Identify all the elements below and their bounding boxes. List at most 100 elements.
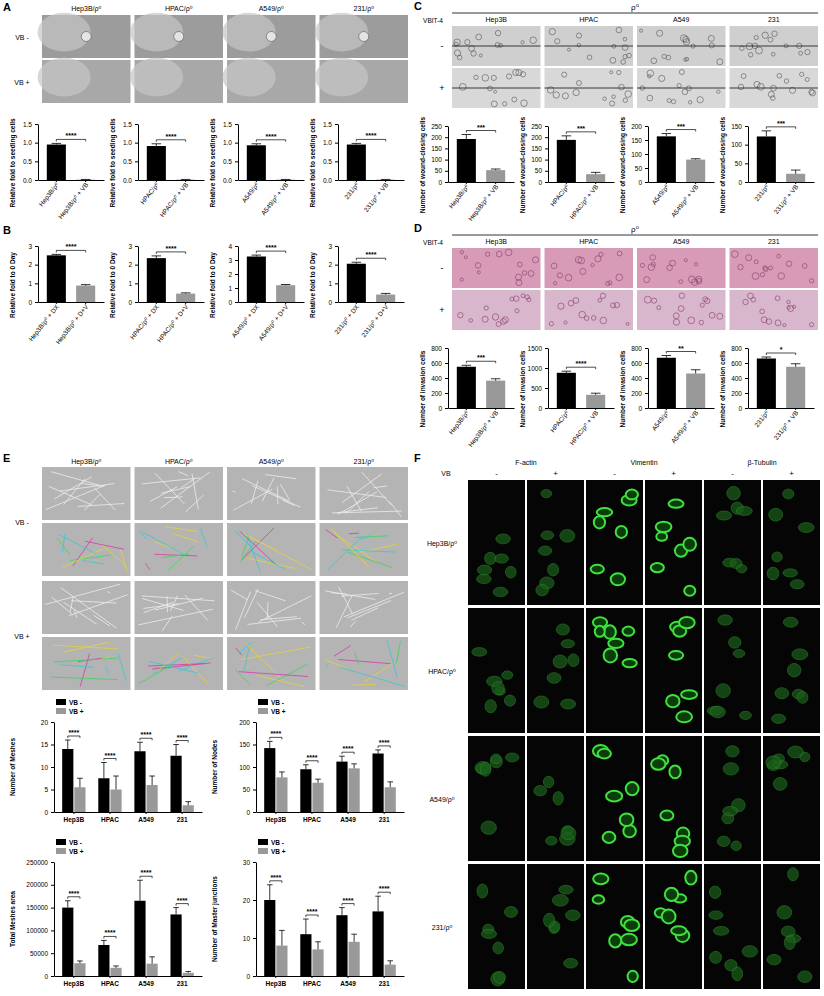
tick-mark <box>745 182 748 183</box>
tick-label: 0 <box>246 809 250 816</box>
error-bar <box>462 135 472 139</box>
tick-label: 1 <box>128 280 132 287</box>
label: + <box>553 469 558 478</box>
x-axis: Hep3B/ρ⁰Hep3B/ρ⁰ + VB <box>447 182 514 223</box>
label: **** <box>266 133 277 140</box>
bar <box>312 949 323 976</box>
tick-mark <box>135 161 138 162</box>
bar <box>183 973 194 976</box>
micrograph-detail <box>503 102 507 106</box>
tick-label: 1.5 <box>323 121 332 128</box>
micrograph-detail <box>496 534 511 544</box>
tick-mark <box>35 265 38 266</box>
label: *** <box>777 120 785 127</box>
micrograph-detail <box>495 554 509 563</box>
error-bar-cap <box>339 756 345 757</box>
error-bar-cap <box>691 369 701 370</box>
tick-label: 50 <box>635 165 643 172</box>
label: 231/ρ⁰ <box>432 924 453 932</box>
bar <box>176 179 195 180</box>
tick-label: Hep3B <box>64 980 85 988</box>
bar <box>74 787 85 812</box>
micrograph <box>704 864 761 989</box>
annotations: **************** <box>270 874 390 917</box>
micrograph-detail <box>760 272 764 276</box>
y-tick: 400 <box>731 375 748 382</box>
tick-mark <box>56 302 57 304</box>
tick-label: 800 <box>631 345 642 352</box>
tick-mark <box>335 180 338 181</box>
axis-title: Relative fold to seeding cells <box>209 118 217 208</box>
significance-bracket <box>156 140 185 142</box>
significance-bracket <box>566 132 595 134</box>
significance-bracket <box>140 738 152 740</box>
tick-mark <box>745 145 748 146</box>
micrograph-detail <box>551 263 557 269</box>
micrograph-detail <box>553 655 567 668</box>
micrograph <box>527 480 584 605</box>
x-tick: HPAC/ρ⁰ + VB <box>568 408 600 447</box>
label: D <box>414 222 422 234</box>
tick-mark <box>135 283 138 284</box>
y-tick: 150000 <box>26 904 54 911</box>
axis-line <box>257 812 405 813</box>
y-tick: 150 <box>239 741 256 748</box>
x-tick: HPAC <box>101 812 119 823</box>
micrograph-detail <box>657 306 661 310</box>
micrograph-detail <box>713 926 729 935</box>
micrograph-detail <box>688 101 691 104</box>
tick-mark <box>253 722 256 723</box>
tick-label: 3 <box>328 243 332 250</box>
y-tick: 1.0 <box>123 139 138 146</box>
micrograph-detail <box>738 84 744 90</box>
micrograph-detail <box>606 791 622 802</box>
tick-label: 200 <box>531 134 542 141</box>
label: Hep3B/ρ⁰ <box>71 458 101 466</box>
x-axis: Hep3BHPACA549231 <box>257 812 405 824</box>
axis-line <box>449 182 515 183</box>
x-tick: Hep3B/ρ⁰ + VB <box>57 180 90 221</box>
micrograph-detail <box>549 29 555 35</box>
tick-mark <box>795 182 796 184</box>
micrograph-detail <box>787 663 800 677</box>
tick-mark <box>495 408 496 410</box>
x-tick: Hep3B/ρ⁰ + D+V <box>54 302 90 346</box>
bar <box>247 145 266 180</box>
x-tick: A549/ρ⁰ + VB <box>260 180 291 217</box>
plot-area <box>347 262 395 302</box>
micrograph <box>42 467 131 520</box>
micrograph-detail <box>71 601 116 603</box>
micrograph-detail <box>783 324 786 327</box>
micrograph-detail <box>494 971 506 983</box>
legend-swatch <box>258 699 268 705</box>
bar <box>385 965 396 976</box>
micrograph-detail <box>752 273 759 280</box>
legend-swatch <box>258 708 268 714</box>
legend-swatch <box>258 839 268 845</box>
micrograph <box>704 480 761 605</box>
micrograph-detail <box>576 81 581 86</box>
error-bar <box>791 170 801 174</box>
micrograph-detail <box>620 814 634 827</box>
error-bar-cap <box>662 133 672 134</box>
y-tick: 0.5 <box>223 158 238 165</box>
significance-bracket <box>766 127 795 129</box>
label: - <box>613 469 616 478</box>
error-bar-cap <box>387 781 393 782</box>
error-bar <box>303 919 309 934</box>
tick-label: 0 <box>328 299 332 306</box>
micrograph-detail <box>61 587 117 628</box>
micrograph-detail <box>51 677 117 679</box>
tick-mark <box>311 976 312 978</box>
tick-mark <box>35 302 38 303</box>
tick-mark <box>253 767 256 768</box>
tick-label: 1.5 <box>23 121 32 128</box>
y-tick: 600 <box>731 360 748 367</box>
micrograph-detail <box>543 776 553 787</box>
micrograph-detail <box>545 88 634 89</box>
micrograph-detail <box>737 565 747 573</box>
y-tick: 50000 <box>30 950 54 957</box>
micrograph-detail <box>558 303 564 309</box>
label: + <box>671 469 676 478</box>
bar <box>47 255 66 302</box>
